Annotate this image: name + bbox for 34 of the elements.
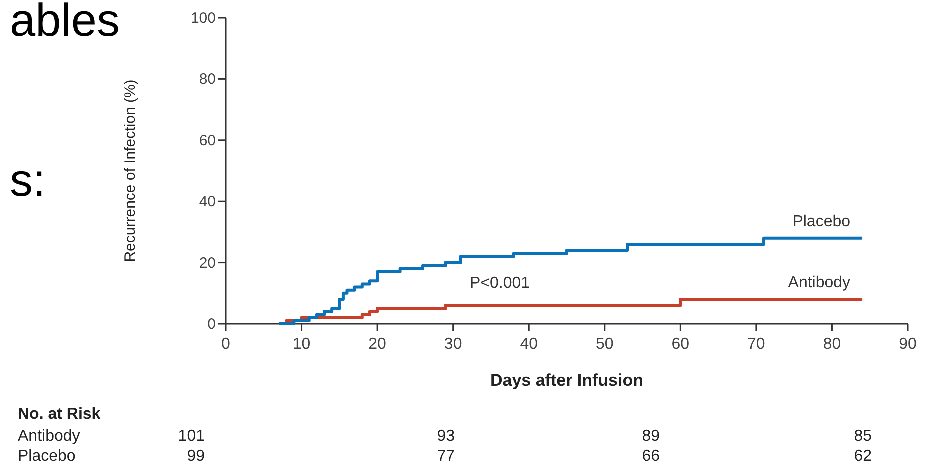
x-tick-label: 50 [596, 336, 614, 353]
text: Antibody [18, 428, 80, 445]
y-tick-label: 20 [199, 254, 216, 272]
text: 99 [187, 448, 206, 465]
y-tick-label: 60 [199, 132, 216, 150]
text: 89 [642, 428, 660, 445]
x-tick-label: 70 [748, 336, 766, 353]
text: 62 [854, 448, 872, 465]
annotation: P<0.001 [470, 275, 530, 292]
text: 85 [854, 428, 872, 445]
y-tick-label: 40 [199, 194, 216, 211]
y-tick-label: 0 [208, 316, 216, 333]
text: 101 [178, 428, 206, 445]
x-tick-label: 60 [672, 336, 690, 353]
x-tick-label: 90 [899, 336, 917, 353]
y-tick-label: 80 [199, 71, 216, 88]
x-tick-label: 20 [368, 336, 387, 353]
text: Placebo [18, 448, 76, 465]
text: 93 [437, 428, 456, 445]
x-tick-label: 80 [823, 336, 842, 353]
x-tick-label: 0 [222, 336, 231, 353]
x-axis-title: Days after Infusion [490, 371, 644, 390]
y-axis-title: Recurrence of Infection (%) [122, 80, 139, 262]
text: 77 [437, 448, 456, 465]
text: No. at Risk [18, 406, 101, 423]
text: s: [10, 154, 46, 206]
y-tick-label: 100 [190, 10, 216, 27]
text: 66 [642, 448, 660, 465]
x-tick-label: 30 [444, 336, 462, 353]
series-label: Placebo [792, 213, 851, 230]
x-tick-label: 40 [520, 336, 538, 353]
series-label: Antibody [788, 274, 851, 292]
x-tick-label: 10 [292, 336, 311, 353]
text: ables [10, 0, 120, 46]
